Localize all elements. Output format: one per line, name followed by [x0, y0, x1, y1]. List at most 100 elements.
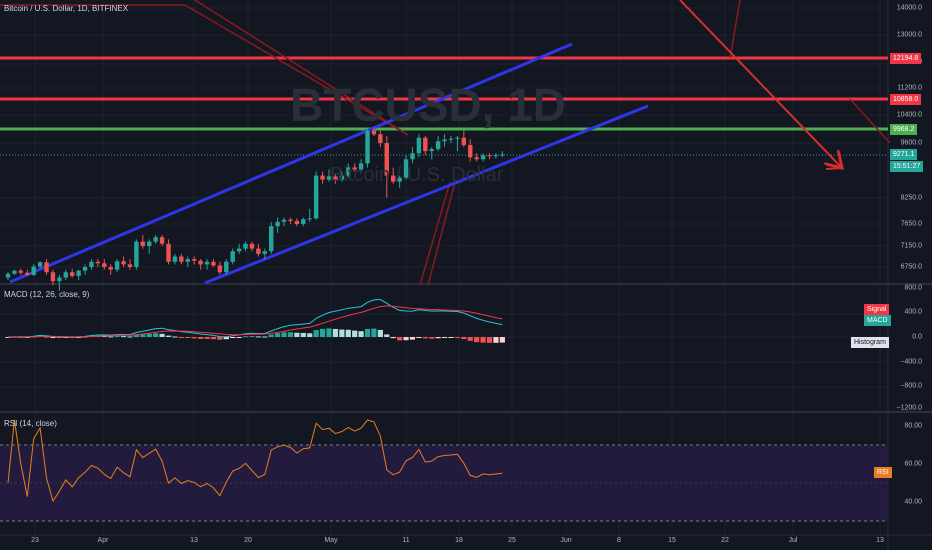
rsi-line [7, 419, 503, 503]
symbol-title[interactable]: Bitcoin / U.S. Dollar, 1D, BITFINEX [4, 4, 129, 13]
candle-body [281, 219, 287, 222]
time-tick: 13 [190, 537, 198, 544]
macd-histogram-bar [210, 337, 217, 340]
macd-histogram-bar [255, 336, 261, 338]
candle-body [82, 267, 88, 271]
candle-body [384, 143, 389, 176]
candle-body [179, 256, 184, 262]
signal-legend-tag: Signal [864, 304, 890, 315]
macd-histogram-bar [313, 330, 319, 337]
macd-histogram-bar [416, 337, 422, 338]
candle-body [243, 243, 248, 249]
macd-histogram-bar [153, 333, 159, 337]
macd-histogram-bar [422, 337, 428, 339]
macd-histogram-bar [217, 337, 223, 340]
candle-body [153, 237, 158, 242]
price-tick: 9600.0 [900, 139, 922, 147]
rsi-tick: 60.00 [904, 460, 922, 468]
macd-histogram-bar [262, 336, 268, 338]
candle-body [313, 175, 319, 219]
macd-histogram-bar [377, 329, 383, 337]
candle-body [378, 134, 383, 143]
macd-histogram-bar [5, 337, 11, 338]
macd-histogram-bar [242, 336, 249, 338]
candle-body [429, 149, 434, 152]
macd-title[interactable]: MACD (12, 26, close, 9) [4, 290, 90, 299]
macd-histogram-bar [268, 334, 274, 337]
candle-body [37, 262, 43, 267]
candle-body [301, 219, 306, 224]
candle-body [269, 226, 274, 252]
forecast-arrow-tip [825, 167, 843, 170]
macd-histogram-bar [448, 337, 454, 338]
macd-histogram-bar [319, 328, 326, 337]
price-axis[interactable]: 14000.0 13000.0 12000.0 11200.0 10400.0 … [888, 0, 932, 550]
candle-body [468, 145, 473, 158]
macd-histogram-bar [236, 337, 242, 338]
price-level-label: 10858.0 [890, 94, 922, 105]
candle-body [410, 153, 415, 160]
forecast-arrow[interactable] [679, 0, 842, 168]
candle-body [57, 277, 62, 282]
channel-upper-line[interactable] [9, 42, 573, 284]
macd-histogram-bar [441, 337, 448, 338]
rsi-tick: 40.00 [904, 498, 922, 506]
macd-histogram-bar [397, 337, 403, 341]
price-tick: 13000.0 [896, 31, 922, 39]
macd-histogram-bar [50, 337, 56, 338]
candle-body [18, 270, 24, 273]
macd-histogram-bar [474, 337, 480, 343]
macd-histogram-bar [43, 336, 50, 338]
candle-body [358, 163, 364, 170]
candle-body [147, 241, 152, 246]
macd-histogram-bar [339, 329, 345, 337]
time-tick: May [324, 537, 338, 544]
channel-lower-line[interactable] [204, 104, 649, 285]
candle-body [114, 261, 120, 270]
candle-body [159, 237, 165, 244]
candle-body [455, 137, 460, 139]
macd-histogram-bar [499, 337, 505, 343]
candle-body [230, 251, 235, 262]
macd-histogram-bar [223, 337, 229, 340]
candle-body [326, 176, 332, 180]
signal-line [7, 305, 503, 338]
trend-lines[interactable] [0, 0, 891, 286]
time-tick: 20 [244, 537, 252, 544]
macd-histogram-bar [191, 337, 197, 339]
macd-histogram-bar [429, 337, 435, 339]
time-tick: 8 [617, 537, 621, 544]
candle-body [134, 241, 139, 267]
candle-body [166, 243, 171, 262]
price-tick: 11200.0 [897, 84, 922, 92]
time-tick: Apr [97, 537, 109, 544]
rsi-title[interactable]: RSI (14, close) [4, 419, 57, 428]
rsi-legend-tag: RSI [874, 467, 892, 478]
macd-histogram-bar [172, 336, 178, 338]
macd-histogram-bar [364, 328, 371, 337]
time-tick: Jul [788, 537, 798, 544]
macd-histogram-bar [307, 333, 313, 337]
macd-histogram-bar [140, 334, 146, 337]
candle-body [461, 137, 467, 146]
rsi-tick: 80.00 [904, 422, 922, 430]
macd-histogram-bar [198, 337, 204, 339]
macd-tick: −1200.0 [896, 404, 923, 412]
macd-histogram-bar [24, 336, 30, 338]
price-tick: 6750.0 [900, 263, 922, 271]
candle-body [50, 272, 56, 282]
candle-body [249, 243, 255, 249]
price-tick: 7150.0 [900, 242, 922, 250]
candle-body [76, 270, 81, 276]
candle-body [333, 176, 338, 180]
macd-histogram-bar [287, 332, 294, 337]
macd-histogram-bar [409, 337, 416, 340]
macd-histogram-bar [371, 328, 377, 337]
last-price-label: 9271.1 [890, 149, 918, 160]
candle-body [198, 260, 203, 265]
macd-histogram-bar [486, 337, 493, 343]
macd-histogram-bar [133, 334, 139, 337]
candle-body [44, 262, 49, 273]
macd-histogram-bar [281, 332, 287, 337]
